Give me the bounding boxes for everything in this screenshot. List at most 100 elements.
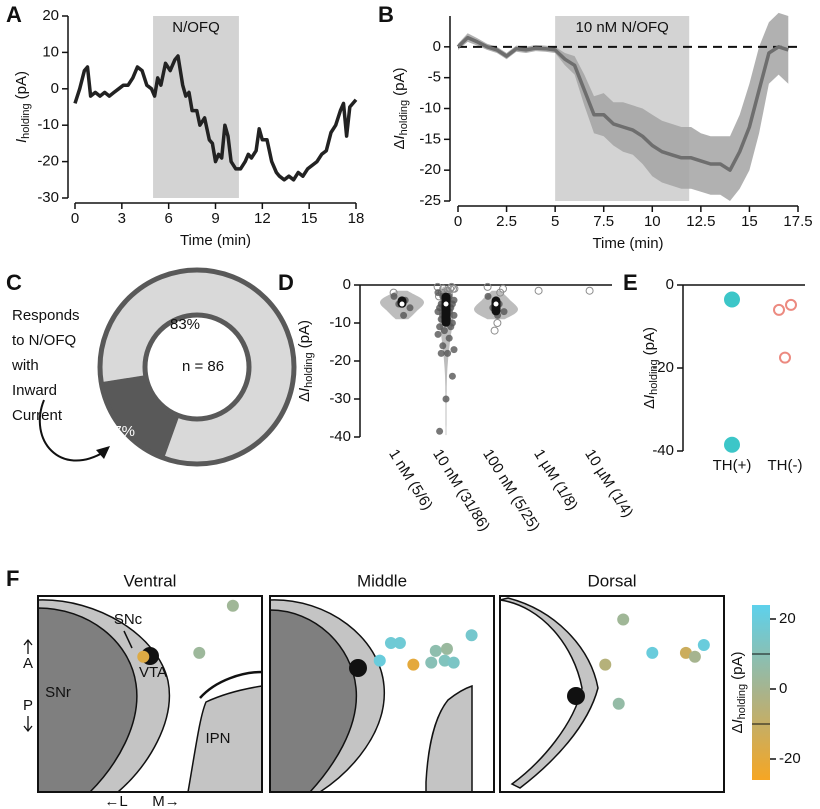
brain-section — [269, 595, 495, 793]
x-tick-label: 2.5 — [496, 213, 517, 230]
open-point — [534, 286, 543, 295]
anatomy-label: ←L — [104, 793, 127, 809]
section-title: Dorsal — [587, 571, 636, 590]
filled-point — [434, 308, 442, 316]
cell — [697, 639, 710, 651]
y-tick-label: 20 — [779, 610, 796, 627]
axis-label: ΔIholding (pA) — [296, 320, 315, 402]
cell — [465, 629, 478, 642]
annotation: 10 nM N/OFQ — [575, 19, 668, 36]
open-point — [490, 326, 499, 335]
filled-point — [440, 327, 448, 335]
anatomy-label: P — [23, 697, 33, 714]
cell — [226, 599, 239, 612]
axis-label-part: Δ — [296, 392, 313, 402]
open-point — [496, 288, 505, 297]
panel-letter: C — [6, 270, 22, 295]
y-tick-label: -30 — [37, 189, 59, 206]
cell — [137, 650, 150, 663]
y-tick-label: 20 — [42, 7, 59, 24]
direction-arrow — [23, 716, 33, 733]
open-point — [585, 286, 594, 295]
filled-point — [436, 323, 444, 331]
y-tick-label: -20 — [419, 161, 441, 178]
filled-point — [442, 395, 450, 403]
x-tick-label: 10 µM (1/4) — [581, 446, 636, 520]
open-point — [447, 282, 456, 291]
axis-label-part: holding — [736, 684, 748, 719]
filled-point — [400, 311, 408, 319]
y-tick-label: -40 — [329, 428, 351, 445]
pie-wedge — [101, 375, 180, 459]
x-tick-label: TH(-) — [768, 457, 803, 474]
cell — [617, 613, 630, 626]
axis-label-part: Δ — [641, 399, 658, 409]
x-tick-label: 1 nM (5/6) — [385, 446, 436, 513]
y-tick-label: -20 — [329, 352, 351, 369]
anatomy — [187, 685, 263, 793]
x-tick-label: 3 — [118, 210, 126, 227]
anatomy — [37, 607, 138, 793]
y-tick-label: -20 — [37, 153, 59, 170]
cell — [679, 646, 692, 659]
cell — [193, 646, 206, 659]
y-tick-label: 0 — [666, 276, 674, 293]
open-point — [439, 284, 448, 293]
filled-point — [390, 292, 398, 300]
cell — [599, 658, 612, 671]
y-tick-label: -40 — [652, 442, 674, 459]
direction-arrow — [23, 638, 33, 654]
y-tick-label: -20 — [779, 750, 801, 767]
axis-label-part: I — [641, 395, 658, 399]
filled-point — [500, 308, 508, 316]
anatomy — [199, 670, 263, 699]
caption-line: Current — [12, 407, 63, 424]
filled-point — [450, 346, 458, 354]
x-tick-label: 0 — [454, 213, 462, 230]
snc-nucleus — [349, 659, 367, 677]
cell — [688, 650, 701, 663]
filled-point — [434, 330, 442, 338]
median — [493, 301, 499, 307]
cell — [612, 697, 625, 710]
y-tick-label: -25 — [419, 192, 441, 209]
section-frame — [499, 595, 725, 793]
x-tick-label: 7.5 — [593, 213, 614, 230]
x-tick-label: 15 — [301, 210, 318, 227]
stimulus-shade — [153, 16, 239, 198]
filled-point — [436, 427, 444, 435]
filled-point — [444, 349, 452, 357]
axis-label-part: holding — [303, 352, 315, 387]
x-tick-label: 10 — [644, 213, 661, 230]
axis-label: ΔIholding (pA) — [391, 67, 410, 149]
anatomy-label: SNc — [114, 611, 143, 628]
open-point — [493, 319, 502, 327]
anatomy — [269, 609, 358, 793]
value-label: 17% — [105, 423, 135, 440]
axis-label-part: I — [729, 719, 746, 723]
median — [399, 301, 405, 307]
donut-outline — [97, 267, 297, 467]
cell — [429, 644, 442, 657]
y-tick-label: 0 — [343, 276, 351, 293]
anatomy-label: A — [23, 655, 33, 672]
point — [724, 291, 740, 308]
y-tick-label: 10 — [42, 43, 59, 60]
colorbar — [752, 605, 770, 780]
x-tick-label: 9 — [211, 210, 219, 227]
axis-label-part: Δ — [391, 139, 408, 149]
cell — [393, 637, 406, 650]
anatomy — [425, 684, 473, 793]
axis-label-part: (pA) — [13, 71, 30, 99]
x-tick-label: 6 — [164, 210, 172, 227]
cell — [438, 654, 451, 667]
y-tick-label: -10 — [37, 116, 59, 133]
point — [773, 303, 785, 316]
anatomy-label: SNr — [45, 684, 71, 701]
axis-label: ΔIholding (pA) — [641, 327, 660, 409]
x-tick-label: 0 — [71, 210, 79, 227]
axis-label-part: (pA) — [296, 320, 313, 348]
point — [779, 351, 791, 364]
